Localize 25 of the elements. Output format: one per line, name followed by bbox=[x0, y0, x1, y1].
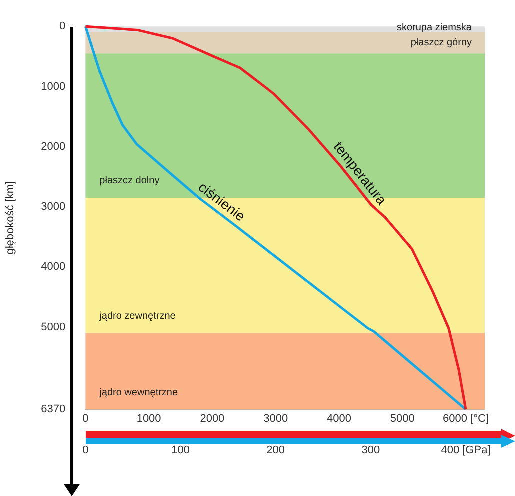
x-tick-label: 0 bbox=[82, 413, 89, 426]
band-label: skorupa ziemska bbox=[396, 22, 472, 34]
y-tick-label: 4000 bbox=[41, 261, 66, 274]
x2-tick-label: 200 bbox=[266, 444, 286, 456]
x2-tick-label: 100 bbox=[172, 444, 190, 456]
x2-tick-label: 400 [GPa] bbox=[441, 444, 491, 456]
y-tick-label: 3000 bbox=[41, 201, 66, 214]
band-label: płaszcz dolny bbox=[100, 176, 160, 187]
band-label: jądro wewnętrzne bbox=[98, 387, 178, 398]
x-tick-label: 1000 bbox=[136, 413, 162, 426]
band-label: płaszcz górny bbox=[410, 38, 472, 49]
band-label: jądro zewnętrzne bbox=[98, 310, 176, 322]
x-tick-label: 5000 bbox=[390, 413, 415, 426]
y-tick-label: 6370 bbox=[41, 404, 66, 416]
x-tick-label: 3000 bbox=[264, 413, 288, 426]
y-axis-title: głębokość [km] bbox=[4, 181, 17, 255]
x-tick-label: 6000 [°C] bbox=[442, 413, 489, 426]
x-tick-label: 2000 bbox=[200, 413, 225, 426]
y-tick-label: 5000 bbox=[41, 321, 66, 334]
x-tick-label: 4000 bbox=[326, 413, 352, 426]
y-tick-label: 2000 bbox=[41, 140, 66, 153]
x2-tick-label: 300 bbox=[362, 444, 380, 456]
x2-tick-label: 0 bbox=[82, 444, 89, 456]
y-tick-label: 1000 bbox=[41, 80, 66, 93]
y-tick-label: 0 bbox=[60, 20, 66, 33]
